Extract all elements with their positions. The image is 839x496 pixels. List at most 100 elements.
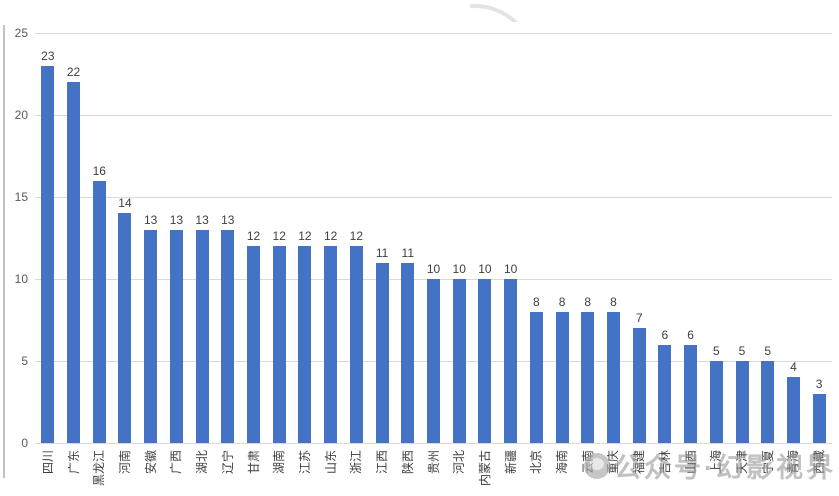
bar-value-label: 5	[738, 344, 746, 358]
x-axis-label-wrap: 浙江	[349, 448, 363, 496]
watermark-text: 公众号·幻影视界	[614, 453, 836, 483]
bar	[761, 361, 775, 443]
bar-value-label: 10	[452, 262, 466, 276]
bar-value-label: 13	[195, 212, 209, 227]
x-axis-label-wrap: 河北	[452, 448, 466, 496]
y-axis-tick-label: 0	[21, 436, 28, 450]
x-axis-category-label: 天津	[735, 450, 750, 475]
bar-value-label: 3	[815, 376, 823, 391]
x-axis-label-wrap: 贵州	[427, 448, 441, 496]
gridline-y-15	[35, 197, 832, 198]
bar	[478, 279, 492, 443]
bar	[195, 229, 209, 443]
bar-value-label: 6	[687, 327, 694, 342]
x-axis-label-wrap: 内蒙古	[478, 448, 492, 496]
x-axis-category-label: 广东	[66, 450, 81, 475]
x-axis-category-label: 云南	[580, 450, 595, 475]
x-axis-category-label: 湖北	[195, 450, 210, 475]
bar	[324, 246, 338, 443]
bar	[581, 311, 595, 443]
bar-value-label: 4	[790, 360, 797, 375]
x-axis-category-label: 安徽	[143, 450, 158, 475]
bar	[786, 377, 800, 443]
bar-value-label: 8	[532, 294, 540, 309]
x-axis-label-wrap: 山东	[324, 448, 338, 496]
x-axis-category-label: 福建	[632, 450, 647, 475]
bar-value-label: 11	[401, 245, 415, 260]
x-axis-label-wrap: 天津	[735, 448, 749, 496]
x-axis-label-wrap: 湖南	[272, 448, 286, 496]
x-axis-category-label: 河南	[117, 450, 132, 475]
bar-value-label: 7	[635, 311, 643, 326]
x-axis-label-wrap: 山西	[684, 448, 698, 496]
bar-value-label: 14	[118, 196, 132, 211]
x-axis-category-label: 广西	[169, 450, 184, 475]
bar-value-label: 8	[584, 294, 592, 309]
x-axis-label-wrap: 吉林	[658, 448, 672, 496]
x-axis-category-label: 江西	[375, 450, 390, 475]
x-axis-label-wrap: 河南	[118, 448, 132, 496]
bar-value-label: 10	[503, 262, 518, 276]
bar	[41, 65, 55, 443]
x-axis-category-label: 贵州	[426, 450, 441, 475]
bar	[555, 311, 569, 443]
bar-value-label: 8	[610, 294, 617, 309]
bar	[118, 213, 132, 443]
x-axis-label-wrap: 新疆	[504, 448, 518, 496]
x-axis-label-wrap: 广西	[169, 448, 183, 496]
x-axis-category-label: 西藏	[812, 450, 827, 475]
x-axis-label-wrap: 云南	[581, 448, 595, 496]
x-axis-label-wrap: 黑龙江	[92, 448, 106, 496]
bar	[298, 246, 312, 443]
bar	[247, 246, 261, 443]
bar-value-label: 13	[169, 212, 184, 227]
bar	[221, 229, 235, 443]
x-axis-category-label: 重庆	[606, 450, 621, 475]
bar	[606, 311, 620, 443]
bar-value-label: 6	[661, 327, 669, 342]
bar-value-label: 23	[41, 48, 55, 63]
bar-value-label: 12	[272, 229, 286, 244]
x-axis-category-label: 湖南	[272, 450, 287, 475]
gridline-y-25	[35, 33, 832, 34]
bar-value-label: 22	[66, 65, 81, 80]
arc-circle	[470, 4, 535, 22]
x-axis-category-label: 陕西	[400, 450, 415, 475]
x-axis-label-wrap: 陕西	[401, 448, 415, 496]
bar-value-label: 13	[144, 212, 158, 227]
bar	[349, 246, 363, 443]
bar	[684, 344, 698, 443]
x-axis-label-wrap: 江苏	[298, 448, 312, 496]
bar-value-label: 13	[221, 212, 235, 227]
left-border-line	[3, 25, 5, 478]
x-axis-label-wrap: 青海	[786, 448, 800, 496]
bar-value-label: 12	[349, 229, 364, 244]
x-axis-label-wrap: 湖北	[195, 448, 209, 496]
x-axis-label-wrap: 重庆	[606, 448, 620, 496]
x-axis-category-label: 黑龙江	[92, 450, 107, 487]
bar-value-label: 12	[323, 229, 338, 244]
x-axis-label-wrap: 福建	[632, 448, 646, 496]
x-axis-label-wrap: 辽宁	[221, 448, 235, 496]
bar-value-label: 10	[478, 262, 492, 276]
x-axis-label-wrap: 西藏	[812, 448, 826, 496]
x-axis-category-label: 吉林	[657, 450, 672, 475]
y-axis-tick-label: 15	[14, 190, 28, 204]
x-axis-category-label: 内蒙古	[477, 450, 492, 487]
x-axis-category-label: 山西	[683, 450, 698, 475]
bar-value-label: 12	[298, 229, 312, 244]
bar	[401, 262, 415, 443]
bar	[375, 262, 389, 443]
bar	[427, 279, 440, 443]
x-axis-label-wrap: 四川	[41, 448, 55, 496]
bar	[272, 246, 286, 443]
x-axis-category-label: 宁夏	[760, 450, 775, 475]
bar	[812, 393, 826, 443]
bar	[504, 279, 518, 443]
y-axis-tick-label: 5	[21, 354, 28, 368]
x-axis-category-label: 北京	[529, 450, 544, 475]
x-axis-label-wrap: 宁夏	[761, 448, 775, 496]
x-axis-label-wrap: 甘肃	[247, 448, 261, 496]
x-axis-category-label: 浙江	[349, 450, 364, 475]
